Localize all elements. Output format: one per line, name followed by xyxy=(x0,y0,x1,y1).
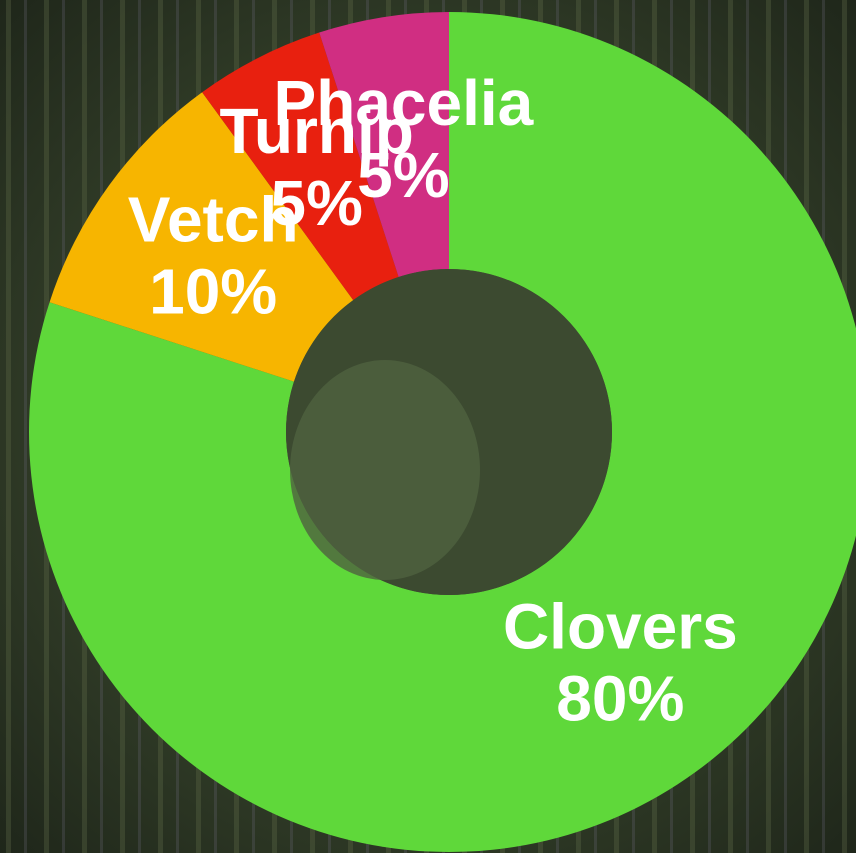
donut-slice xyxy=(29,12,856,852)
donut-slice xyxy=(319,12,449,277)
slice-label-value: 80% xyxy=(556,663,684,735)
slice-label-value: 5% xyxy=(270,167,363,239)
donut-slice xyxy=(49,92,354,382)
slice-label-value: 5% xyxy=(357,139,450,211)
slice-label-name: Clovers xyxy=(503,591,738,663)
slice-label-name: Vetch xyxy=(128,184,299,256)
donut-slice xyxy=(202,32,399,301)
leaf xyxy=(290,360,480,580)
slice-label-name: Phacelia xyxy=(274,67,534,139)
slice-label-name: Turnip xyxy=(220,95,414,167)
slice-label-value: 10% xyxy=(149,256,277,328)
